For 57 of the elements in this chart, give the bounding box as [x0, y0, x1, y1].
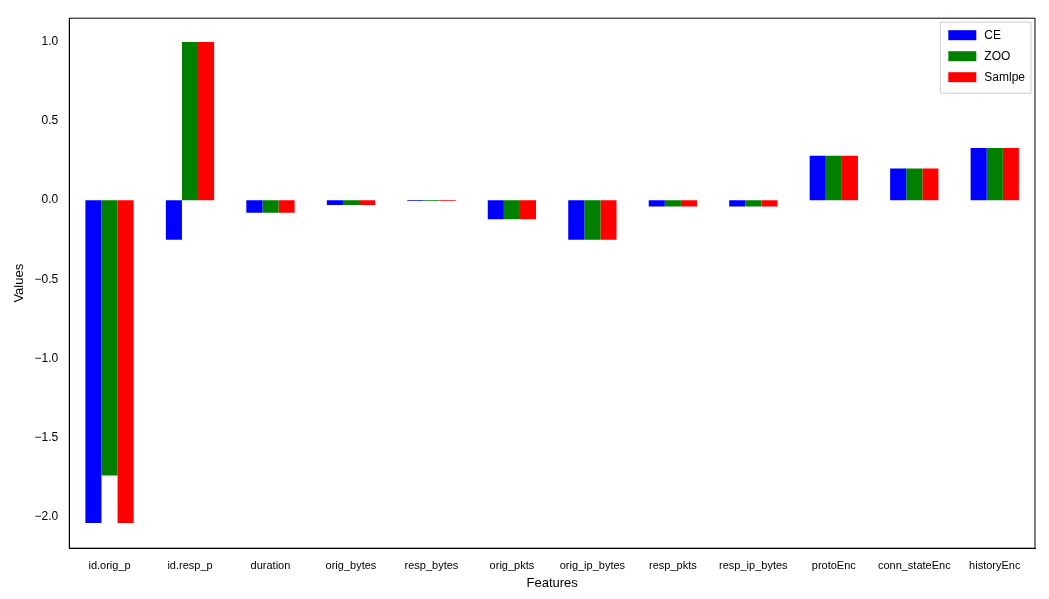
bar	[117, 200, 134, 523]
bar	[664, 200, 681, 207]
bar	[165, 200, 182, 240]
x-tick-label: id.resp_p	[167, 558, 213, 571]
y-tick-label: −1.0	[34, 350, 59, 365]
bar	[809, 155, 826, 201]
x-tick-label: resp_bytes	[404, 558, 459, 571]
y-tick-label: −1.5	[34, 429, 59, 444]
y-tick-label: 0.0	[41, 192, 59, 207]
bar	[503, 200, 520, 220]
bar	[278, 200, 295, 213]
bar	[761, 200, 778, 207]
legend-label: CE	[984, 27, 1001, 42]
bar	[970, 147, 987, 201]
bar	[342, 200, 359, 205]
x-tick-label: orig_pkts	[489, 558, 535, 571]
bar	[986, 147, 1003, 201]
y-axis-title: Values	[11, 263, 27, 303]
y-tick-label: 1.0	[41, 34, 59, 49]
bar	[198, 41, 215, 201]
bar	[680, 200, 697, 207]
bar	[326, 200, 343, 205]
legend-label: Samlpe	[984, 69, 1026, 84]
x-tick-label: resp_ip_bytes	[719, 558, 789, 571]
bar	[890, 168, 907, 201]
x-tick-label: orig_bytes	[325, 558, 377, 571]
legend-label: ZOO	[984, 48, 1011, 63]
bar	[246, 200, 263, 213]
x-tick-label: conn_stateEnc	[877, 558, 952, 571]
y-tick-label: 0.5	[41, 113, 59, 128]
bar	[181, 41, 199, 201]
bar	[906, 168, 923, 201]
y-tick-label: −0.5	[34, 271, 59, 286]
bar	[1002, 147, 1019, 201]
bar	[825, 155, 842, 201]
x-tick-label: historyEnc	[969, 558, 1021, 571]
bar	[648, 200, 665, 207]
bar	[487, 200, 504, 220]
x-axis-title: Features	[526, 574, 579, 590]
bar	[584, 200, 601, 240]
x-tick-label: duration	[250, 558, 291, 571]
y-tick-label: −2.0	[34, 508, 59, 523]
bar	[359, 200, 376, 205]
bar	[519, 200, 537, 220]
bar	[745, 200, 762, 207]
bar	[262, 200, 279, 213]
bar	[600, 200, 617, 240]
x-tick-label: protoEnc	[811, 558, 857, 571]
bar	[729, 200, 746, 207]
x-tick-label: id.orig_p	[88, 558, 131, 571]
x-tick-label: orig_ip_bytes	[559, 558, 626, 571]
bar	[922, 168, 939, 201]
x-tick-label: resp_pkts	[649, 558, 698, 571]
bar	[101, 200, 118, 476]
bar	[85, 200, 102, 523]
bar	[568, 200, 585, 240]
bar	[841, 155, 858, 201]
